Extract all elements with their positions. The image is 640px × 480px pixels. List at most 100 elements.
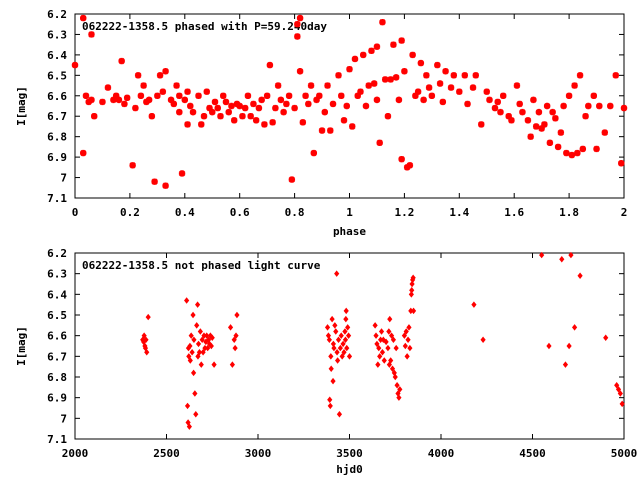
phased-plot-title: 062222-1358.5 phased with P=59.240day [82, 20, 327, 33]
phased-data-point [387, 76, 394, 83]
phased-data-point [420, 96, 427, 104]
phased-data-point [620, 104, 628, 112]
phased-x-tick-label: 0.6 [230, 206, 250, 219]
phased-data-point [574, 149, 581, 157]
unphased-data-point [342, 336, 349, 344]
phased-data-point [255, 104, 263, 112]
phased-data-point [261, 121, 268, 128]
unphased-y-tick-label: 6.3 [47, 268, 67, 281]
unphased-y-tick-label: 7.1 [47, 433, 67, 446]
phased-data-point [307, 82, 315, 89]
phased-data-point [162, 182, 169, 189]
phased-data-point [357, 88, 364, 95]
phased-data-point [118, 57, 125, 65]
unphased-data-point [194, 322, 200, 329]
unphased-data-point [334, 348, 340, 356]
unphased-data-point [331, 344, 337, 352]
phased-data-point [409, 51, 416, 59]
unphased-data-point [336, 410, 343, 418]
phased-data-point [560, 102, 567, 110]
phased-y-tick-label: 6.7 [47, 110, 67, 123]
unphased-data-point [330, 377, 336, 385]
phased-data-point [461, 72, 468, 79]
unphased-data-point [571, 324, 578, 331]
unphased-data-point [402, 342, 408, 350]
phased-data-point [269, 119, 276, 126]
phased-data-point [80, 14, 87, 22]
unphased-data-points [140, 251, 625, 430]
phased-data-point [176, 92, 183, 99]
phased-data-point [206, 104, 213, 112]
phased-data-point [447, 84, 455, 91]
phased-data-point [195, 92, 202, 99]
phased-data-point [373, 43, 381, 50]
phased-x-tick-label: 0.2 [120, 206, 140, 219]
phased-data-point [436, 80, 444, 87]
phased-y-tick-label: 6.8 [47, 131, 67, 144]
phased-data-point [305, 100, 312, 108]
unphased-data-point [184, 402, 191, 410]
unphased-y-tick-label: 7 [60, 412, 67, 425]
phased-data-point [236, 102, 243, 110]
phased-data-point [288, 176, 296, 183]
phased-data-point [280, 108, 287, 116]
phased-data-point [187, 102, 194, 110]
unphased-data-point [539, 251, 545, 259]
unphased-data-point [328, 353, 334, 360]
unphased-data-point [406, 324, 412, 331]
unphased-x-tick-label: 3000 [245, 447, 272, 460]
phased-data-point [412, 92, 419, 99]
phased-data-point [170, 100, 178, 108]
phased-data-point [277, 96, 285, 104]
phased-data-point [173, 82, 180, 89]
unphased-data-point [335, 336, 342, 344]
phased-data-point [535, 108, 543, 116]
phased-data-point [134, 72, 142, 79]
unphased-y-tick-label: 6.2 [47, 247, 67, 260]
unphased-data-point [205, 344, 211, 352]
phased-data-point [376, 139, 383, 146]
phased-data-point [266, 61, 274, 69]
unphased-data-point [345, 332, 352, 339]
unphased-data-point [385, 344, 391, 352]
unphased-data-point [208, 342, 214, 350]
phased-data-point [381, 76, 389, 83]
phased-data-point [294, 33, 301, 40]
phased-data-point [593, 145, 600, 153]
phased-data-point [568, 151, 576, 159]
phased-data-point [497, 108, 504, 116]
phased-data-point [156, 72, 164, 79]
phased-data-point [401, 68, 408, 75]
unphased-data-point [386, 328, 392, 335]
phased-data-point [148, 113, 156, 120]
phased-data-point [99, 98, 106, 106]
phased-data-point [189, 108, 197, 116]
unphased-data-point [192, 390, 198, 397]
phased-data-point [483, 88, 490, 95]
phased-data-point [425, 84, 433, 91]
phased-data-point [505, 113, 512, 120]
phased-data-point [469, 84, 477, 91]
unphased-data-point [144, 348, 150, 356]
phased-data-point [112, 92, 120, 99]
phased-data-point [423, 72, 430, 79]
unphased-data-point [374, 340, 380, 348]
unphased-data-point [334, 270, 340, 277]
phased-data-point [384, 113, 392, 120]
unphased-data-point [577, 272, 583, 279]
phased-data-point [565, 92, 573, 99]
unphased-data-point [343, 315, 349, 323]
phased-data-point [442, 68, 449, 75]
phased-data-point [283, 100, 290, 108]
phased-data-point [439, 98, 447, 106]
unphased-y-tick-label: 6.7 [47, 350, 67, 363]
phased-data-point [516, 100, 523, 108]
phased-data-point [543, 102, 551, 110]
unphased-data-point [405, 336, 411, 344]
phased-data-point [554, 143, 562, 151]
unphased-x-tick-label: 2000 [62, 447, 89, 460]
unphased-data-point [559, 255, 565, 263]
unphased-data-point [145, 313, 151, 321]
unphased-x-tick-label: 5000 [611, 447, 638, 460]
phased-y-axis-label: I[mag] [15, 86, 28, 126]
